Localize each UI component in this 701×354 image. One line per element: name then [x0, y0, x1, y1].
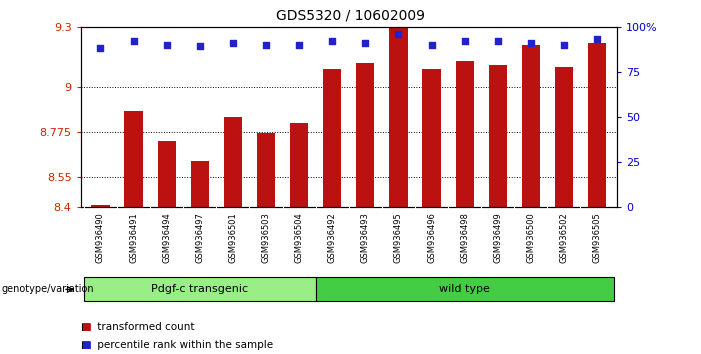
- Point: [95, 45, 106, 51]
- Text: GSM936497: GSM936497: [196, 213, 204, 263]
- Text: ■: ■: [81, 340, 90, 350]
- Point: [393, 31, 404, 36]
- Point: [161, 42, 172, 47]
- Point: [227, 40, 238, 46]
- Bar: [257, 133, 275, 207]
- Text: ■: ■: [81, 322, 90, 332]
- Text: GSM936501: GSM936501: [229, 213, 238, 263]
- Text: genotype/variation: genotype/variation: [1, 284, 94, 295]
- Text: GSM936493: GSM936493: [361, 213, 370, 263]
- Text: GSM936500: GSM936500: [526, 213, 536, 263]
- Text: GSM936499: GSM936499: [494, 213, 502, 263]
- FancyBboxPatch shape: [84, 278, 315, 301]
- Text: ■  transformed count: ■ transformed count: [81, 322, 194, 332]
- Text: ■  percentile rank within the sample: ■ percentile rank within the sample: [81, 340, 273, 350]
- Point: [592, 36, 603, 42]
- Text: wild type: wild type: [439, 284, 490, 294]
- Text: GSM936491: GSM936491: [129, 213, 138, 263]
- Bar: [522, 45, 540, 207]
- Text: GSM936494: GSM936494: [162, 213, 171, 263]
- Point: [360, 40, 371, 46]
- Bar: [323, 69, 341, 207]
- Point: [426, 42, 437, 47]
- Bar: [554, 67, 573, 207]
- Bar: [125, 111, 143, 207]
- Text: GSM936505: GSM936505: [592, 213, 601, 263]
- Bar: [290, 123, 308, 207]
- Point: [194, 44, 205, 49]
- Text: GDS5320 / 10602009: GDS5320 / 10602009: [276, 9, 425, 23]
- Text: GSM936504: GSM936504: [294, 213, 304, 263]
- Point: [327, 38, 338, 44]
- Text: Pdgf-c transgenic: Pdgf-c transgenic: [151, 284, 248, 294]
- Point: [128, 38, 139, 44]
- Text: GSM936502: GSM936502: [559, 213, 569, 263]
- Text: GSM936503: GSM936503: [261, 213, 271, 263]
- Text: GSM936496: GSM936496: [427, 213, 436, 263]
- Bar: [423, 69, 441, 207]
- Bar: [456, 61, 474, 207]
- Point: [525, 40, 536, 46]
- Text: GSM936492: GSM936492: [327, 213, 336, 263]
- Bar: [224, 117, 242, 207]
- Point: [492, 38, 503, 44]
- Bar: [389, 27, 407, 207]
- Text: GSM936490: GSM936490: [96, 213, 105, 263]
- Bar: [489, 65, 507, 207]
- Bar: [158, 141, 176, 207]
- FancyBboxPatch shape: [315, 278, 613, 301]
- Bar: [191, 161, 209, 207]
- Point: [260, 42, 271, 47]
- Bar: [588, 42, 606, 207]
- Text: GSM936495: GSM936495: [394, 213, 403, 263]
- Bar: [356, 63, 374, 207]
- Bar: [91, 205, 109, 207]
- Point: [459, 38, 470, 44]
- Point: [558, 42, 569, 47]
- Point: [294, 42, 305, 47]
- Text: GSM936498: GSM936498: [460, 213, 469, 263]
